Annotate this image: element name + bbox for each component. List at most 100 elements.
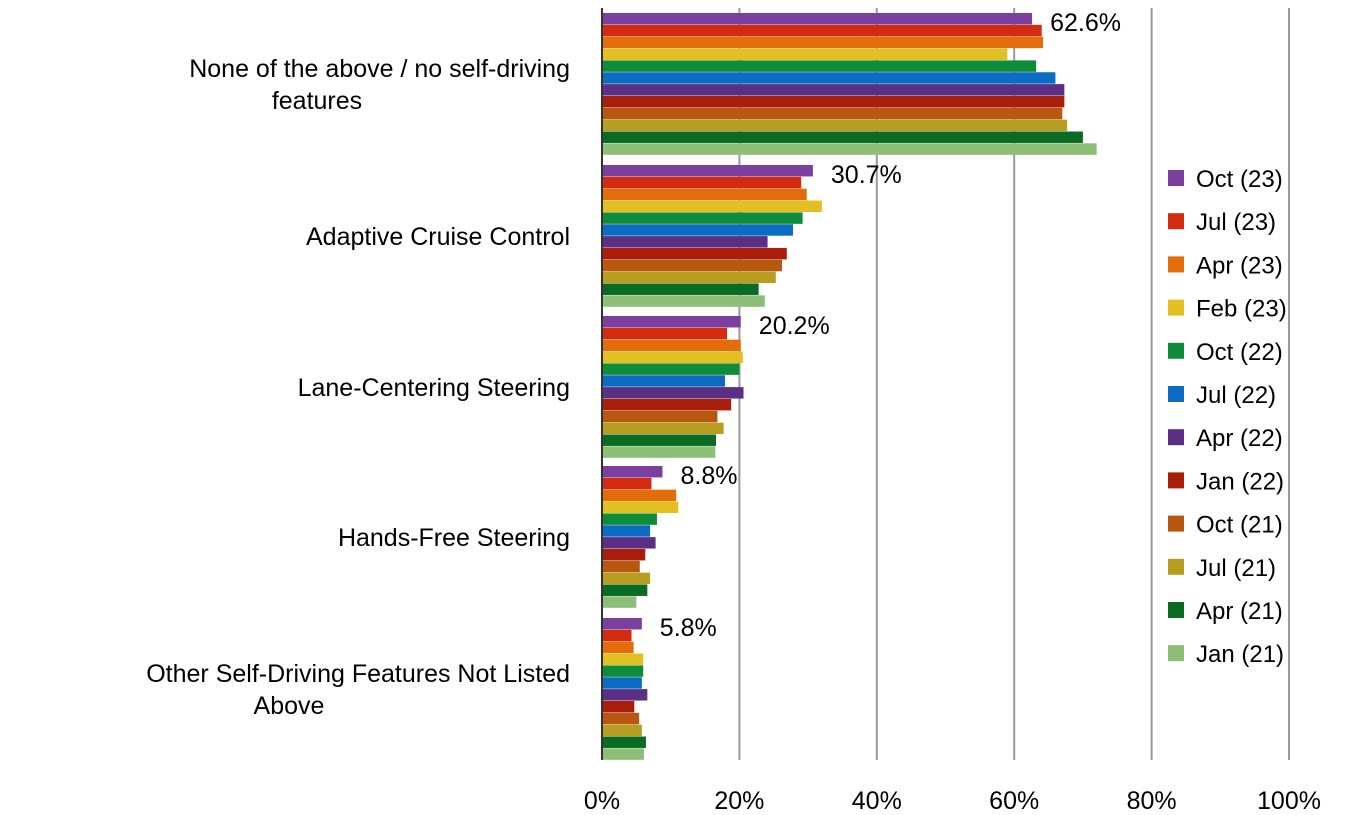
bar — [602, 446, 716, 458]
bar — [602, 736, 646, 748]
bar — [602, 387, 744, 399]
x-tick-label: 100% — [1257, 787, 1321, 815]
category-label: None of the above / no self-driving — [189, 55, 570, 83]
legend-label: Apr (21) — [1196, 598, 1283, 625]
data-label: 5.8% — [660, 614, 717, 642]
bar — [602, 224, 793, 236]
bar — [602, 677, 642, 689]
bar — [602, 410, 718, 423]
legend-label: Oct (21) — [1196, 512, 1283, 539]
bar — [602, 351, 743, 363]
bar — [602, 72, 1056, 84]
legend-swatch — [1168, 472, 1184, 489]
x-tick-labels: 0% 20% 40% 60% 80% 100% — [584, 787, 1321, 815]
bar — [602, 572, 651, 585]
bar — [602, 200, 822, 212]
data-label: 62.6% — [1050, 9, 1121, 37]
bar — [602, 212, 803, 224]
category-label: Other Self-Driving Features Not Listed — [146, 660, 570, 688]
bar — [602, 584, 648, 596]
bar — [602, 24, 1042, 37]
legend-swatch — [1168, 342, 1184, 359]
category-labels: None of the above / no self-driving featu… — [146, 55, 570, 720]
x-tick-label: 0% — [584, 787, 620, 815]
bar — [602, 629, 632, 642]
bar — [602, 560, 640, 573]
category-label: Lane-Centering Steering — [298, 374, 570, 402]
bar — [602, 525, 651, 537]
bars — [602, 13, 1097, 760]
bar — [602, 176, 802, 189]
bar — [602, 434, 717, 446]
legend-label: Jul (21) — [1196, 555, 1276, 582]
data-labels: 62.6% 30.7% 20.2% 8.8% 5.8% — [660, 9, 1121, 642]
bar — [602, 724, 642, 737]
bar — [602, 665, 644, 677]
bar — [602, 13, 1033, 25]
bar — [602, 466, 663, 478]
bar — [602, 188, 807, 201]
x-tick-label: 80% — [1127, 787, 1177, 815]
legend-label: Jan (21) — [1196, 641, 1284, 668]
bar — [602, 271, 776, 284]
legend-label: Jul (22) — [1196, 382, 1276, 409]
legend-swatch — [1168, 602, 1184, 618]
bar — [602, 641, 634, 654]
bar — [602, 84, 1065, 96]
legend-swatch — [1168, 429, 1184, 446]
bar — [602, 501, 679, 513]
legend-swatch — [1168, 256, 1184, 273]
bar — [602, 95, 1065, 108]
bar — [602, 107, 1063, 120]
bar — [602, 477, 652, 490]
category-label: Adaptive Cruise Control — [306, 223, 570, 251]
legend: Oct (23) Jul (23) Apr (23) Feb (23) Oct (22)… — [1168, 166, 1287, 668]
bar — [602, 316, 741, 328]
legend-label: Feb (23) — [1196, 296, 1287, 323]
legend-label: Oct (23) — [1196, 166, 1283, 193]
category-label: features — [272, 87, 362, 115]
legend-label: Apr (23) — [1196, 252, 1283, 279]
bar — [602, 653, 644, 665]
bar — [602, 537, 656, 549]
bar — [602, 618, 642, 630]
legend-label: Oct (22) — [1196, 339, 1283, 366]
bar — [602, 339, 741, 352]
bar — [602, 48, 1008, 60]
x-tick-label: 60% — [989, 787, 1039, 815]
bar — [602, 247, 787, 260]
legend-label: Jan (22) — [1196, 468, 1284, 495]
x-tick-label: 20% — [714, 787, 764, 815]
bar — [602, 398, 732, 411]
bar — [602, 689, 648, 701]
bar — [602, 259, 782, 272]
bar — [602, 295, 765, 307]
bar — [602, 327, 728, 340]
legend-swatch — [1168, 170, 1184, 186]
legend-swatch — [1168, 558, 1184, 575]
category-label: Above — [254, 692, 325, 720]
legend-swatch — [1168, 645, 1184, 662]
bar — [602, 143, 1097, 155]
bar — [602, 131, 1083, 143]
bar — [602, 712, 640, 725]
legend-swatch — [1168, 299, 1184, 316]
bar — [602, 489, 677, 502]
bar — [602, 375, 725, 387]
legend-label: Jul (23) — [1196, 209, 1276, 236]
bar — [602, 60, 1037, 72]
bar — [602, 165, 813, 177]
legend-label: Apr (22) — [1196, 425, 1283, 452]
bar — [602, 119, 1068, 132]
bar — [602, 236, 768, 248]
bar — [602, 283, 759, 295]
data-label: 20.2% — [759, 312, 830, 340]
legend-swatch — [1168, 386, 1184, 402]
data-label: 30.7% — [831, 161, 902, 189]
x-tick-label: 40% — [852, 787, 902, 815]
bar — [602, 363, 740, 375]
bar — [602, 596, 637, 608]
bar — [602, 513, 657, 525]
bar — [602, 422, 724, 435]
